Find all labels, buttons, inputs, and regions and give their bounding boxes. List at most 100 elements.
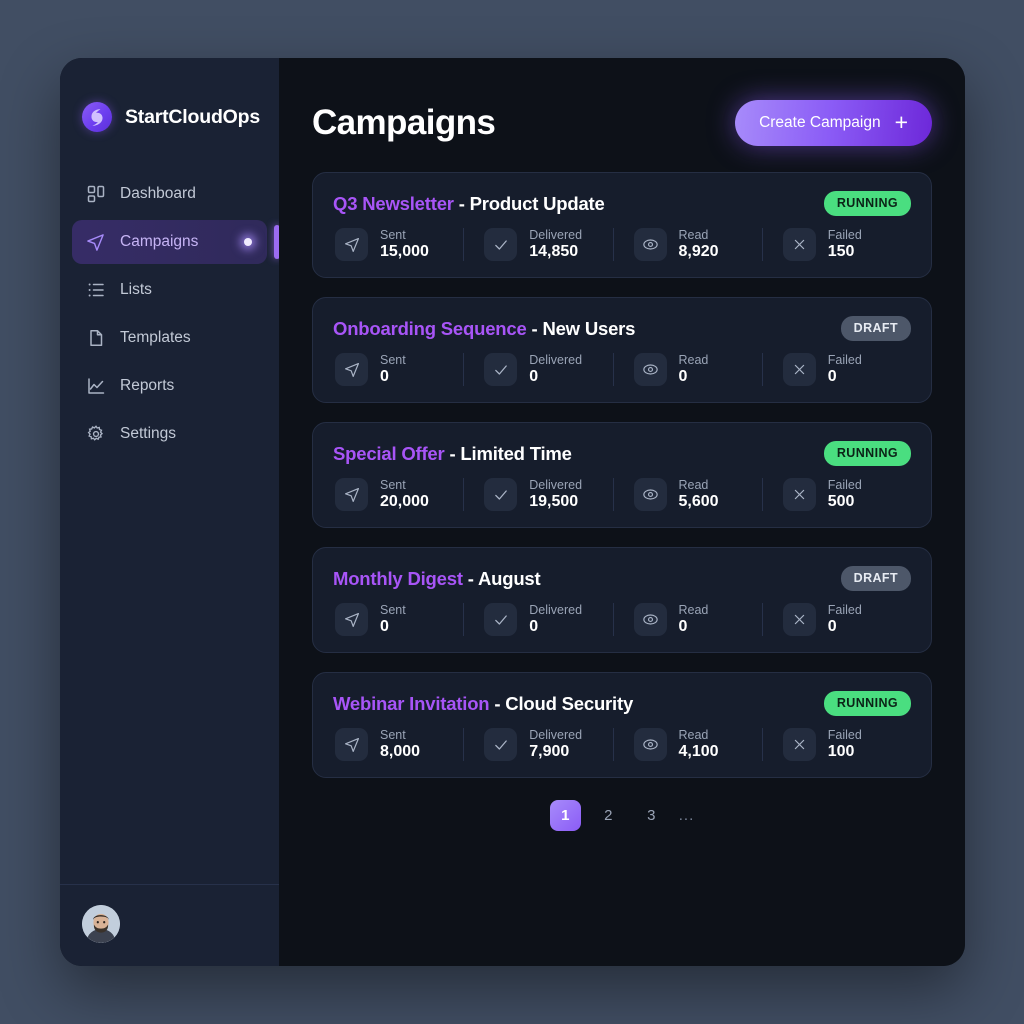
stat-value: 500: [827, 493, 855, 510]
campaign-card[interactable]: Webinar Invitation - Cloud Security RUNN…: [312, 672, 932, 778]
sidebar-item-label: Reports: [120, 377, 175, 394]
campaign-card-header: Special Offer - Limited Time RUNNING: [333, 441, 911, 466]
campaign-card[interactable]: Special Offer - Limited Time RUNNING Sen…: [312, 422, 932, 528]
campaign-separator: -: [458, 192, 465, 214]
stat-sent: Sent 20,000: [333, 478, 463, 511]
x-icon: [782, 603, 816, 636]
sidebar-item-label: Dashboard: [120, 185, 196, 202]
check-icon: [484, 728, 518, 761]
stat-value: 19,500: [529, 493, 579, 510]
send-icon: [335, 353, 368, 386]
stat-label: Delivered: [529, 603, 583, 617]
stat-label: Failed: [827, 728, 862, 742]
stat-value: 8,920: [678, 243, 719, 260]
stat-label: Read: [678, 353, 709, 367]
stat-value: 7,900: [529, 743, 570, 760]
stat-value: 5,600: [678, 493, 719, 510]
stat-failed: Failed 100: [761, 728, 911, 761]
avatar[interactable]: [82, 905, 120, 943]
stat-label: Failed: [827, 353, 862, 367]
stat-label: Sent: [380, 728, 406, 742]
sidebar-item-lists[interactable]: Lists: [72, 268, 267, 312]
pagination-page-3[interactable]: 3: [636, 800, 667, 831]
sidebar-item-reports[interactable]: Reports: [72, 364, 267, 408]
stat-label: Failed: [827, 603, 862, 617]
stat-label: Delivered: [529, 478, 583, 492]
status-badge: RUNNING: [823, 691, 911, 716]
eye-icon: [633, 353, 667, 386]
stat-delivered: Delivered 7,900: [463, 728, 612, 761]
stat-label: Sent: [380, 603, 406, 617]
campaign-separator: -: [494, 692, 501, 714]
campaign-card[interactable]: Monthly Digest - August DRAFT Sent 0: [312, 547, 932, 653]
sidebar-item-campaigns[interactable]: Campaigns: [72, 220, 280, 264]
sidebar-nav: Dashboard Campaigns: [60, 172, 280, 456]
x-icon: [782, 228, 816, 261]
brand-name: StartCloudOps: [125, 105, 260, 128]
stat-value: 0: [380, 368, 389, 385]
pagination-page-2[interactable]: 2: [593, 800, 624, 831]
stat-label: Sent: [380, 353, 406, 367]
campaign-title: Q3 Newsletter - Product Update: [333, 193, 605, 215]
main-content: Campaigns Create Campaign + Q3 Newslette…: [279, 58, 965, 966]
sidebar-item-label: Templates: [120, 329, 191, 346]
stat-label: Read: [678, 478, 709, 492]
stat-label: Delivered: [529, 728, 583, 742]
sidebar-item-settings[interactable]: Settings: [72, 412, 267, 456]
campaign-name: Special Offer: [333, 442, 445, 464]
pagination-page-1[interactable]: 1: [549, 800, 581, 831]
campaign-stats: Sent 0 Delivered 0: [333, 603, 911, 636]
eye-icon: [633, 478, 667, 511]
stat-value: 8,000: [380, 743, 421, 760]
stat-label: Delivered: [529, 228, 583, 242]
pagination: 1 2 3 ...: [312, 800, 932, 831]
campaign-stats: Sent 8,000 Delivered 7,900: [333, 728, 911, 761]
sidebar-item-templates[interactable]: Templates: [72, 316, 267, 360]
stat-value: 0: [529, 368, 539, 385]
status-badge: DRAFT: [840, 316, 911, 341]
create-campaign-button[interactable]: Create Campaign +: [735, 100, 932, 146]
send-icon: [335, 478, 368, 511]
stat-label: Read: [678, 728, 709, 742]
sidebar-item-dashboard[interactable]: Dashboard: [72, 172, 267, 216]
campaign-stats: Sent 20,000 Delivered 19,500: [333, 478, 911, 511]
campaign-list: Q3 Newsletter - Product Update RUNNING S…: [312, 172, 932, 778]
stat-value: 100: [827, 743, 855, 760]
stat-failed: Failed 150: [761, 228, 911, 261]
status-badge: RUNNING: [823, 191, 911, 216]
stat-value: 0: [827, 368, 837, 385]
campaign-name: Webinar Invitation: [333, 692, 490, 714]
campaign-card-header: Monthly Digest - August DRAFT: [333, 566, 911, 591]
stat-value: 20,000: [380, 493, 429, 510]
stat-label: Sent: [380, 478, 406, 492]
status-badge: DRAFT: [840, 566, 911, 591]
stat-sent: Sent 0: [333, 353, 463, 386]
x-icon: [782, 353, 816, 386]
brand: StartCloudOps: [60, 58, 279, 144]
campaign-card[interactable]: Q3 Newsletter - Product Update RUNNING S…: [312, 172, 932, 278]
stat-sent: Sent 15,000: [333, 228, 463, 261]
campaign-card-header: Q3 Newsletter - Product Update RUNNING: [333, 191, 911, 216]
sidebar-item-label: Lists: [120, 281, 152, 298]
stat-sent: Sent 0: [333, 603, 463, 636]
sidebar-spacer: [60, 456, 279, 884]
create-campaign-label: Create Campaign: [759, 114, 881, 131]
campaign-card[interactable]: Onboarding Sequence - New Users DRAFT Se…: [312, 297, 932, 403]
send-icon: [86, 233, 105, 252]
stat-failed: Failed 0: [761, 353, 911, 386]
stat-read: Read 8,920: [612, 228, 762, 261]
campaign-title: Special Offer - Limited Time: [333, 443, 572, 465]
active-edge-bar: [274, 225, 280, 259]
stat-value: 0: [678, 368, 688, 385]
stat-read: Read 5,600: [612, 478, 762, 511]
stat-failed: Failed 500: [761, 478, 911, 511]
stat-value: 0: [827, 618, 837, 635]
check-icon: [484, 228, 518, 261]
send-icon: [335, 603, 368, 636]
x-icon: [782, 728, 816, 761]
list-icon: [86, 281, 105, 300]
campaign-stats: Sent 15,000 Delivered 14,850: [333, 228, 911, 261]
eye-icon: [633, 603, 667, 636]
active-indicator-dot: [244, 238, 252, 246]
stat-delivered: Delivered 14,850: [463, 228, 612, 261]
